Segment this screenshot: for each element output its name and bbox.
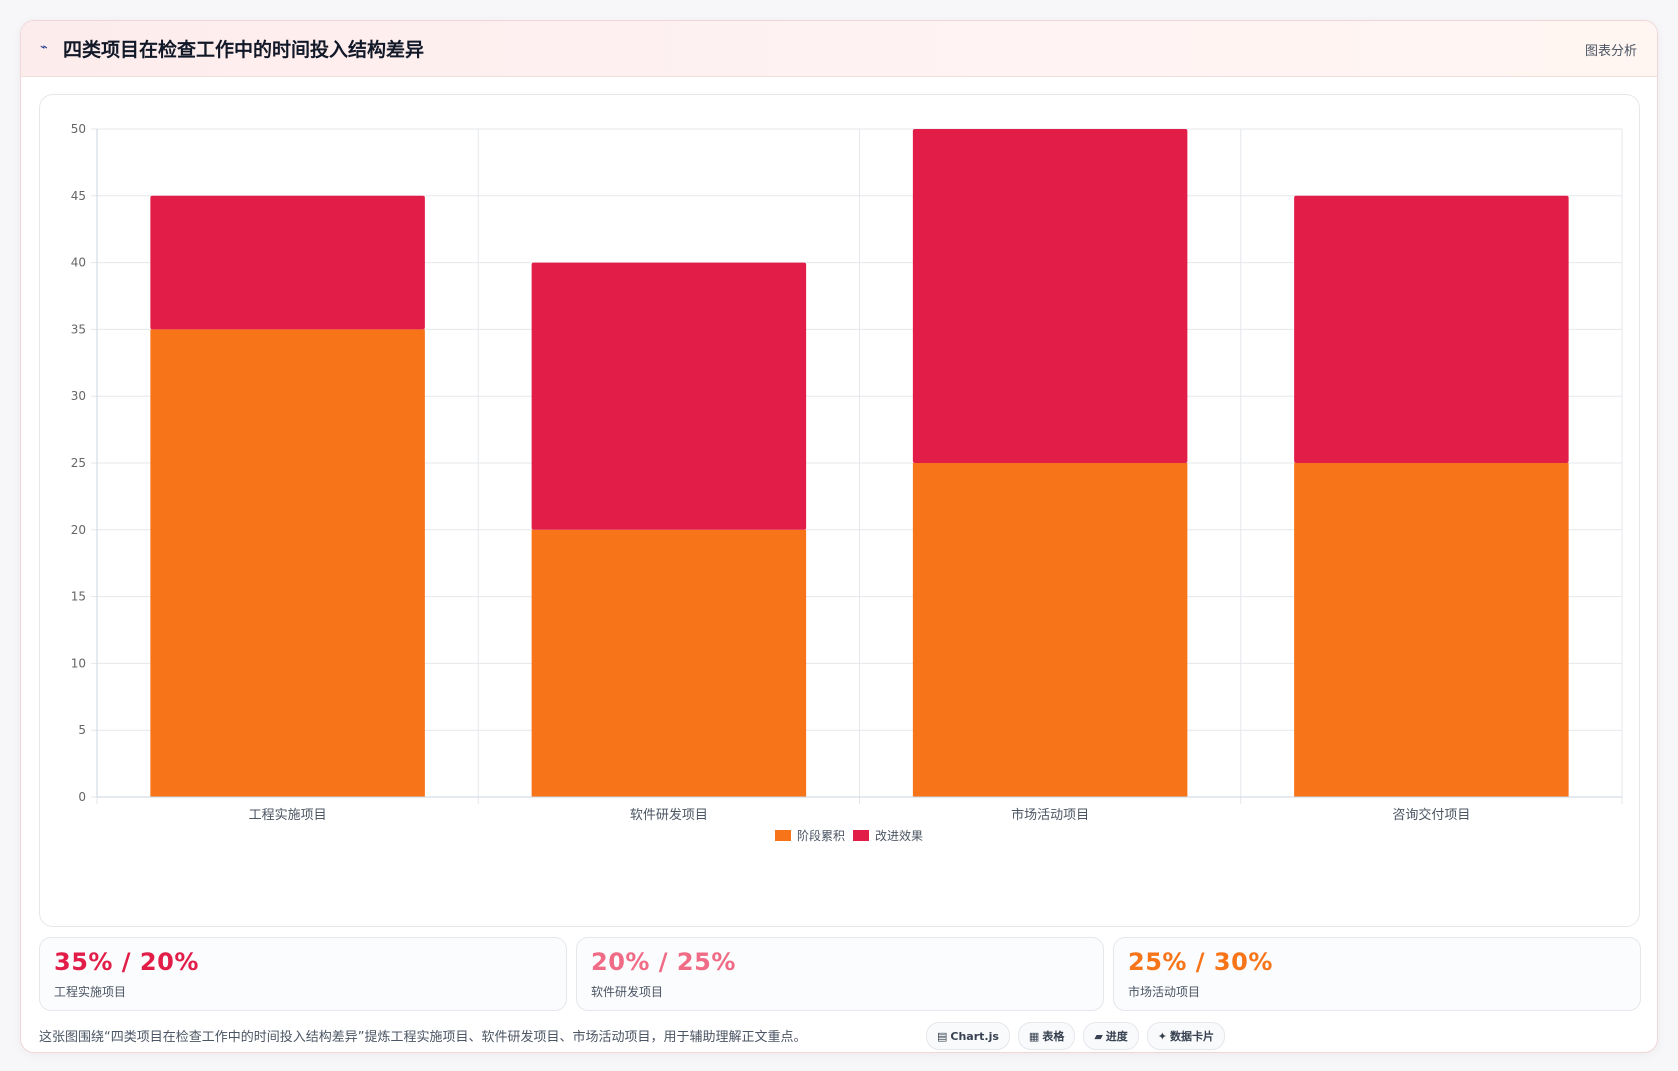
bar-segment <box>912 463 1188 797</box>
chart-icon: ▤ <box>937 1029 948 1043</box>
bar-segment <box>912 129 1188 463</box>
y-tick-label: 35 <box>71 322 86 336</box>
stat-label: 软件研发项目 <box>591 985 664 999</box>
bar-segment <box>531 262 807 530</box>
chip-label: 数据卡片 <box>1170 1030 1215 1043</box>
y-tick-label: 40 <box>71 256 86 270</box>
legend-label: 阶段累积 <box>797 828 845 843</box>
y-tick-label: 25 <box>71 456 86 470</box>
sparkle-icon: ✦ <box>1157 1029 1168 1043</box>
x-tick-label: 咨询交付项目 <box>1392 807 1470 823</box>
y-tick-label: 30 <box>71 389 86 403</box>
y-tick-label: 50 <box>71 122 86 136</box>
y-tick-label: 15 <box>71 590 86 604</box>
chip-data-card[interactable]: ✦ 数据卡片 <box>1146 1022 1226 1050</box>
chart-footnote: 这张图围绕“四类项目在检查工作中的时间投入结构差异”提炼工程实施项目、软件研发项… <box>39 1030 807 1045</box>
x-tick-label: 市场活动项目 <box>1011 807 1089 823</box>
legend-label: 改进效果 <box>875 828 923 843</box>
stat-label: 工程实施项目 <box>54 985 127 999</box>
stat-card-3: 25% / 30% 市场活动项目 <box>1113 937 1641 1011</box>
legend-swatch <box>853 830 869 841</box>
chart-area: 0 5 10 15 20 25 30 35 40 45 50 工程实施项目 软件研发项目 市场活动项目 咨询… <box>39 94 1640 927</box>
card-header: ⌁ 四类项目在检查工作中的时间投入结构差异 图表分析 <box>21 21 1657 77</box>
chip-progress[interactable]: ▰ 进度 <box>1083 1022 1139 1050</box>
bar-segment <box>1294 195 1569 464</box>
page-title: 四类项目在检查工作中的时间投入结构差异 <box>63 39 425 61</box>
chip-label: 表格 <box>1042 1030 1065 1043</box>
x-tick-label: 软件研发项目 <box>630 807 708 823</box>
bar-segment <box>531 529 807 797</box>
bar-segment <box>150 195 425 330</box>
tag-chips: ▤ Chart.js ▦ 表格 ▰ 进度 ✦ 数据卡片 <box>926 1022 1226 1050</box>
chip-label: 进度 <box>1105 1030 1128 1043</box>
progress-icon: ▰ <box>1094 1029 1103 1043</box>
bar-segment <box>1294 463 1569 797</box>
chart-analysis-link[interactable]: 图表分析 <box>1584 44 1637 59</box>
stacked-bar-chart: 0 5 10 15 20 25 30 35 40 45 50 工程实施项目 软件研发项目 市场活动项目 咨询… <box>71 122 1623 843</box>
y-tick-label: 0 <box>78 790 86 804</box>
stat-value: 20% / 25% <box>591 948 736 976</box>
stat-label: 市场活动项目 <box>1128 985 1201 999</box>
stat-value: 35% / 20% <box>54 948 199 976</box>
line-chart-icon: ⌁ <box>40 40 48 55</box>
chip-label: Chart.js <box>950 1029 999 1043</box>
x-tick-label: 工程实施项目 <box>249 808 327 823</box>
y-tick-label: 5 <box>78 723 86 737</box>
stat-value: 25% / 30% <box>1128 948 1273 976</box>
stat-card-2: 20% / 25% 软件研发项目 <box>576 937 1104 1011</box>
y-tick-label: 20 <box>71 523 86 537</box>
legend-swatch <box>775 830 791 841</box>
chip-table[interactable]: ▦ 表格 <box>1017 1022 1076 1050</box>
table-icon: ▦ <box>1028 1029 1040 1043</box>
stat-card-1: 35% / 20% 工程实施项目 <box>39 937 567 1011</box>
chart-card: ⌁ 四类项目在检查工作中的时间投入结构差异 图表分析 0 5 10 15 20 25 30 3… <box>20 20 1658 1053</box>
chip-chartjs[interactable]: ▤ Chart.js <box>926 1022 1010 1050</box>
y-tick-label: 45 <box>71 189 86 203</box>
y-tick-label: 10 <box>71 656 86 670</box>
bar-segment <box>150 329 425 797</box>
